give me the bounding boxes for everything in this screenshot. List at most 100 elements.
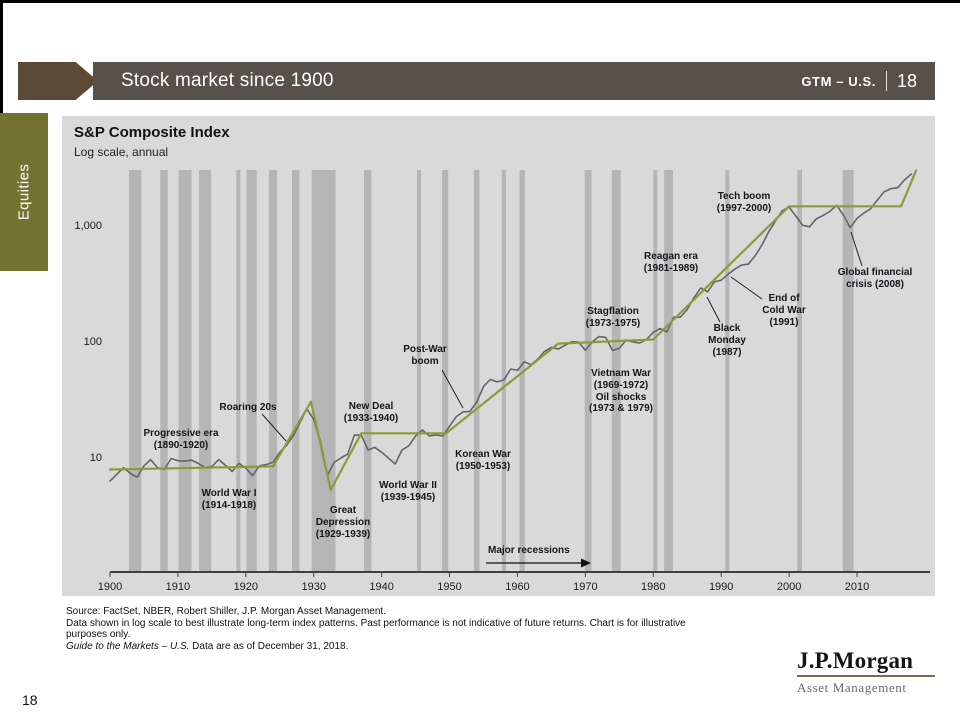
gtm-page-number: 18 [896,70,917,91]
annotation-line: (1991) [769,316,799,328]
annotation-line: World War II [379,480,437,491]
annotation-line: (1997-2000) [716,202,772,214]
chart-subtitle: Log scale, annual [74,145,169,159]
annotation-line: New Deal [348,401,394,412]
x-axis-label: 1950 [437,581,461,593]
annotation-line: Great [329,505,357,516]
header-bar: Stock market since 1900 GTM – U.S. 18 [93,62,935,100]
annotation-line: Cold War [762,304,806,316]
sidebar-tab-equities: Equities [0,113,48,271]
slide-left-border [0,0,3,113]
source-line-2: Data shown in log scale to best illustra… [66,617,686,629]
annotation-global-financial-crisis: Global financial crisis (2008) [838,267,912,291]
annotation-line: Global financial [837,267,913,278]
annotation-line: (1914-1918) [201,499,257,511]
recession-band [611,170,621,572]
annotation-line: Monday [708,334,746,346]
x-axis-label: 1920 [234,581,258,593]
annotation-korean-war: Korean War (1950-1953) [455,449,511,473]
annotation-line: (1973-1975) [585,317,641,329]
annotation-line: (1939-1945) [380,491,436,503]
source-note: Source: FactSet, NBER, Robert Shiller, J… [66,606,796,652]
annotation-post-war-boom: Post-War boom [403,344,447,368]
annotation-leader-line [261,413,287,442]
y-axis-label: 10 [90,452,102,464]
header-right-group: GTM – U.S. 18 [801,62,917,100]
recession-band [268,170,278,572]
annotation-tech-boom: Tech boom (1997-2000) [717,191,771,215]
annotation-reagan-era: Reagan era (1981-1989) [644,251,698,275]
annotation-line: boom [411,355,439,367]
major-recessions-arrowhead [581,558,591,568]
recession-band [291,170,300,572]
annotation-line: End of [768,293,800,304]
annotation-stagflation: Stagflation (1973-1975) [586,306,640,330]
jpmorgan-logo: J.P.Morgan Asset Management [797,648,935,696]
annotation-line: crisis (2008) [846,278,904,290]
y-axis-label: 100 [84,336,102,348]
gtm-label: GTM – U.S. [801,73,876,89]
recession-band [725,170,730,572]
annotation-line: Reagan era [644,251,698,262]
x-axis-label: 1930 [301,581,325,593]
recession-band [178,170,192,572]
jpmorgan-logo-subtitle: Asset Management [797,680,907,695]
recession-band [501,170,506,572]
recession-band [236,170,241,572]
annotation-line: Korean War [455,449,511,460]
jpmorgan-logo-name: J.P.Morgan [797,648,914,673]
jpmorgan-logo-rule [797,675,935,677]
slide-top-border [0,0,960,3]
annotation-major-recessions: Major recessions [488,545,570,557]
annotation-line: Black [713,323,741,334]
annotation-line: (1969-1972) [593,379,649,391]
x-axis-label: 1960 [505,581,529,593]
sidebar-tab-label: Equities [15,163,33,221]
footer-page-number: 18 [22,692,38,708]
annotation-line: (1929-1939) [315,528,371,540]
annotation-line: (1973 & 1979) [589,403,653,415]
annotation-line: (1890-1920) [153,439,209,451]
annotation-line: (1950-1953) [455,460,511,472]
recession-band [198,170,212,572]
y-axis-label: 1,000 [74,220,102,232]
gtm-divider [885,71,887,91]
annotation-line: Depression [315,516,371,528]
recession-band [363,170,372,572]
annotation-line: (1981-1989) [643,262,699,274]
annotation-line: World War I [201,488,257,499]
source-line-3: purposes only. [66,629,131,640]
x-axis-label: 1970 [573,581,597,593]
annotation-line: Post-War [403,344,447,355]
recession-band [797,170,802,572]
recession-band [473,170,480,572]
source-line-1: Source: FactSet, NBER, Robert Shiller, J… [66,606,386,617]
x-axis-label: 1990 [709,581,733,593]
annotation-new-deal: New Deal (1933-1940) [344,401,398,425]
annotation-line: Tech boom [717,191,771,202]
annotation-line: Roaring 20s [219,402,277,413]
annotation-progressive-era: Progressive era (1890-1920) [143,428,218,452]
annotation-line: Stagflation [587,306,639,317]
page-title: Stock market since 1900 [121,70,334,91]
annotation-line: Vietnam War [590,368,652,379]
recession-band [442,170,449,572]
annotation-vietnam-oil-shocks: Vietnam War (1969-1972) Oil shocks (1973 & … [589,368,653,415]
annotation-line: (1987) [712,346,742,358]
recession-band [129,170,142,572]
recession-band [653,170,658,572]
recession-band [842,170,854,572]
recession-band [416,170,422,572]
sp-composite-chart: 1900 1910 1920 1930 1940 1950 1960 1970 1980 1990… [74,169,930,593]
annotation-line: (1933-1940) [343,412,399,424]
x-axis-label: 2000 [777,581,801,593]
annotation-line: Major recessions [488,545,570,556]
source-line-4: Guide to the Markets – U.S. Data are as … [66,640,349,652]
recession-band [160,170,168,572]
x-axis-label: 1940 [369,581,393,593]
x-axis-label: 1980 [641,581,665,593]
trend-series-line [108,169,918,491]
annotation-line: Oil shocks [595,391,647,403]
annotation-world-war-1: World War I (1914-1918) [202,488,257,512]
